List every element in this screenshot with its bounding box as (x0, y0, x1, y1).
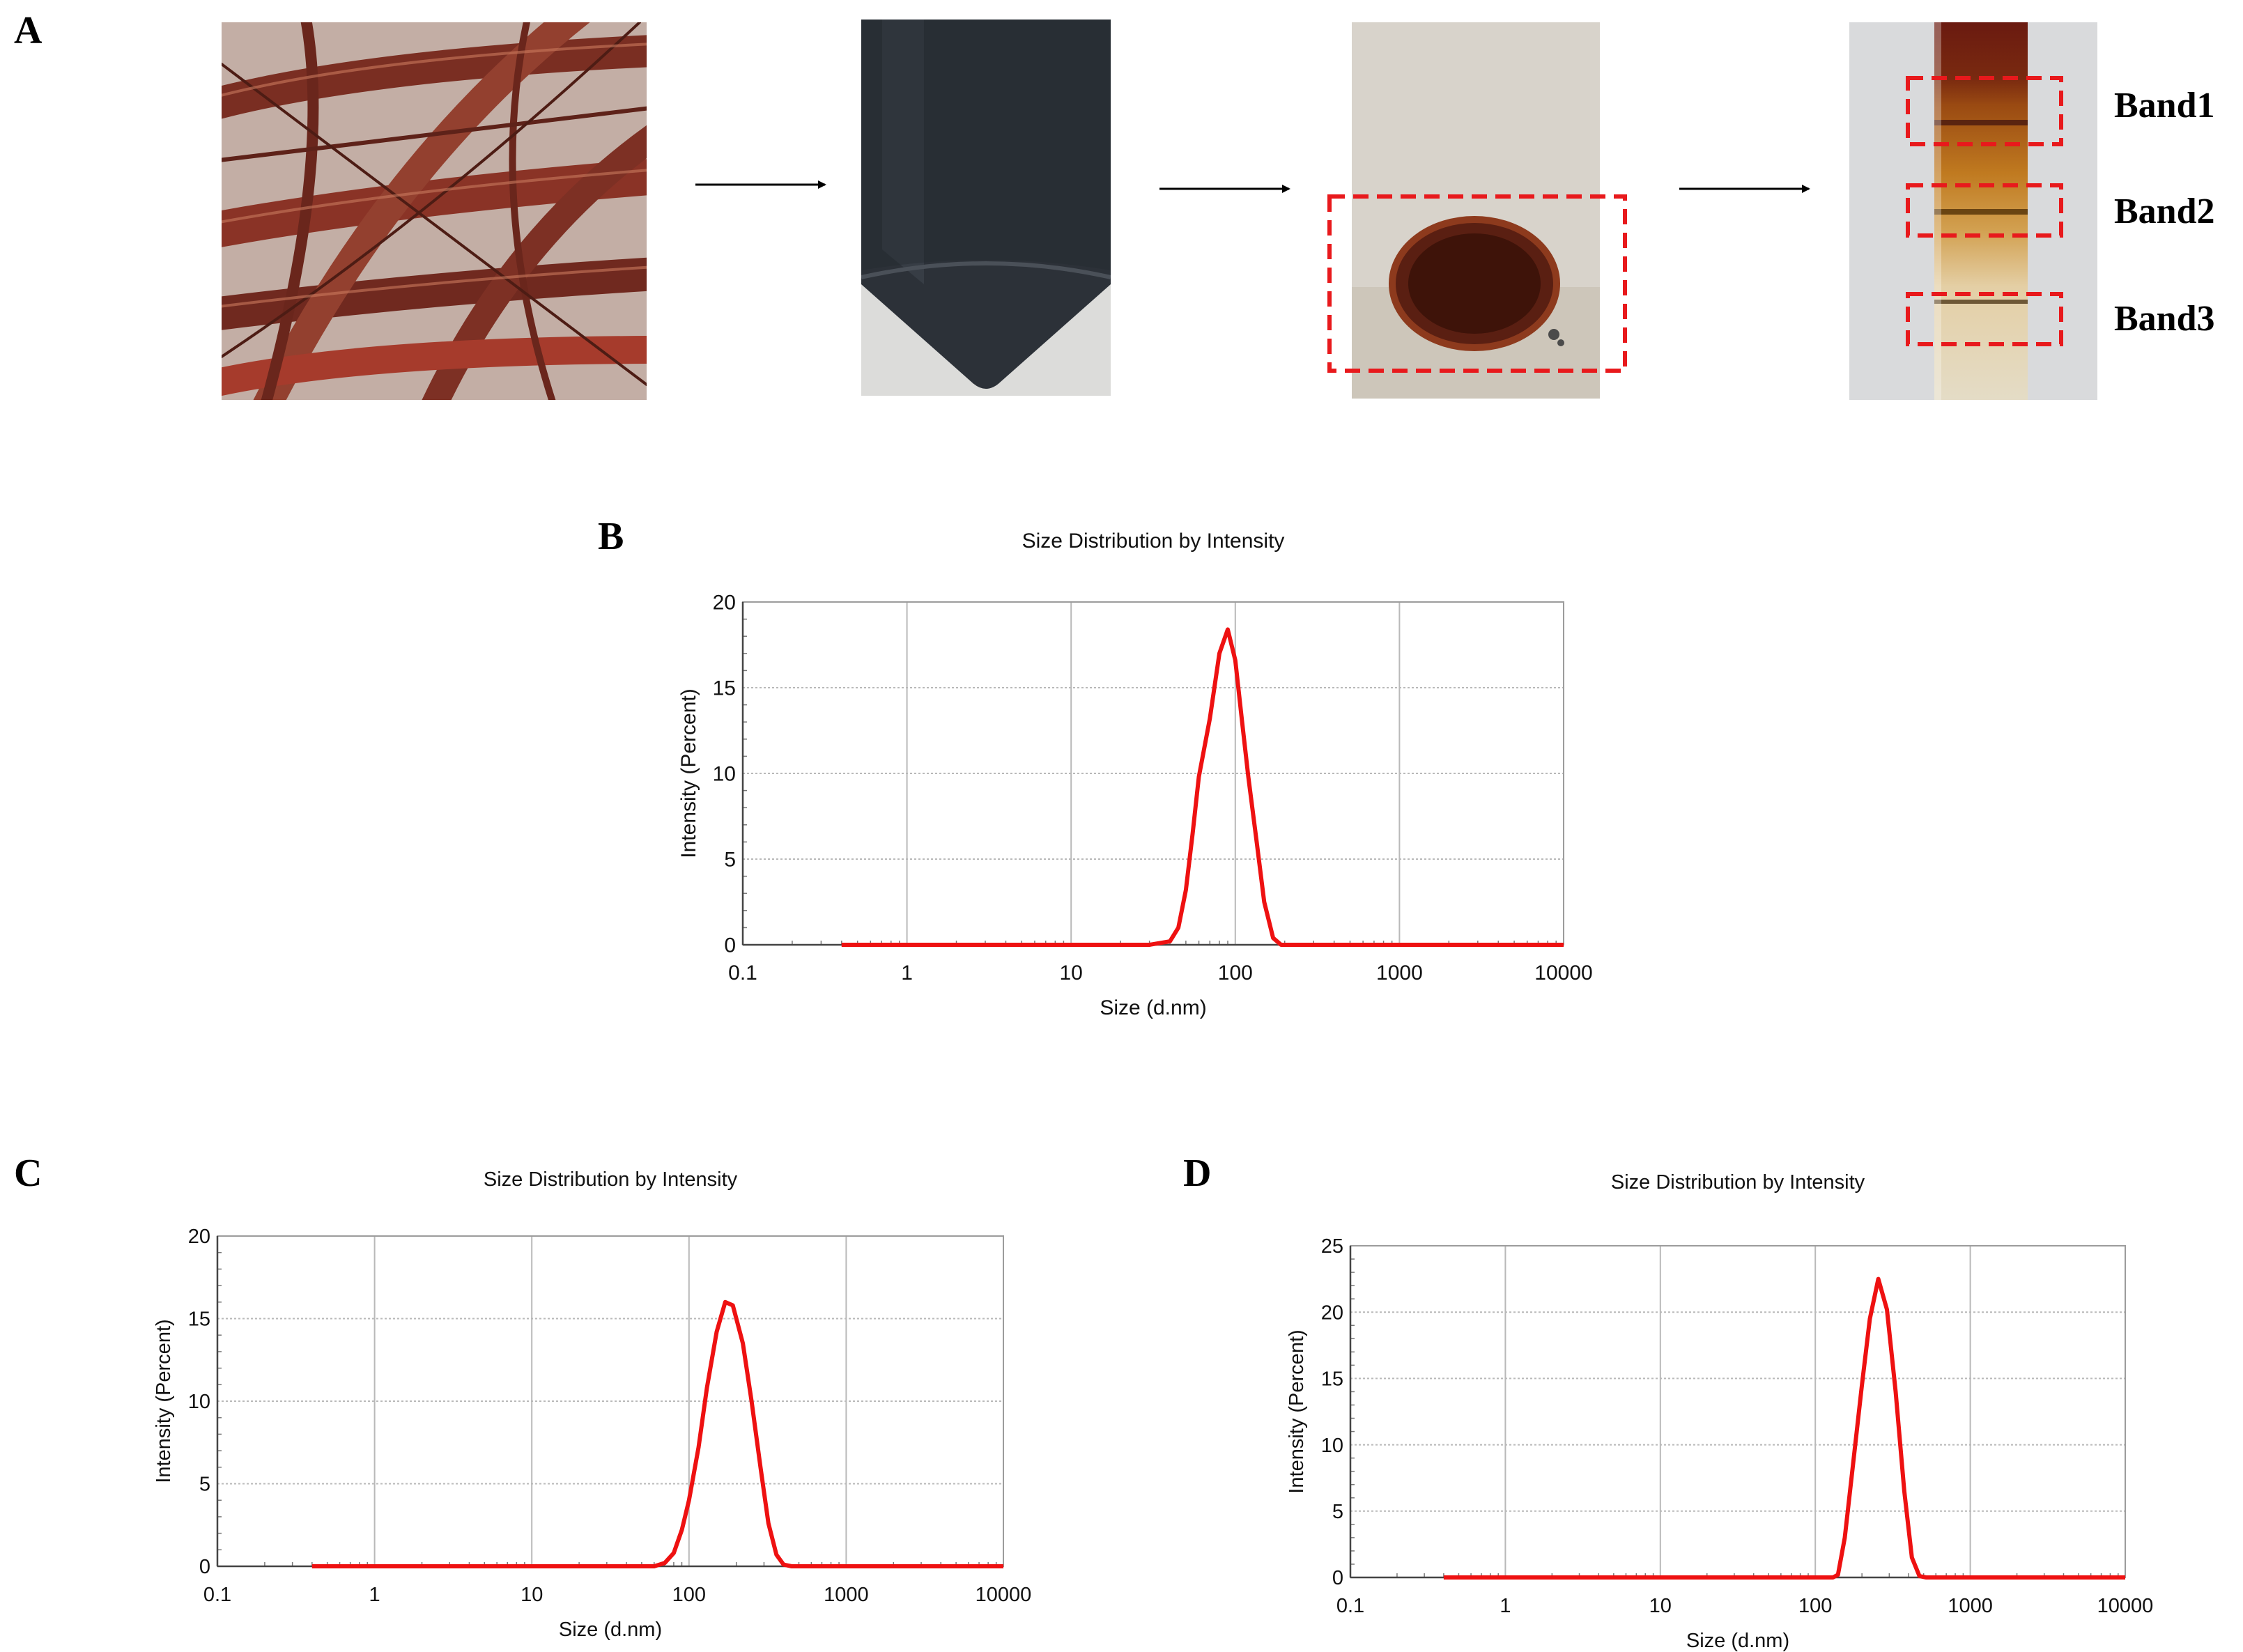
x-axis-label: Size (d.nm) (559, 1619, 662, 1641)
panel-label-c: C (14, 1152, 43, 1195)
chart-title: Size Distribution by Intensity (1611, 1171, 1865, 1194)
y-tick-label: 5 (1332, 1501, 1343, 1523)
band2-box (1906, 183, 2063, 238)
y-tick-label: 10 (188, 1391, 210, 1413)
y-tick-label: 25 (1321, 1235, 1343, 1258)
x-tick-label: 10 (1060, 962, 1083, 985)
y-axis-label: Intensity (Percent) (153, 1319, 175, 1483)
x-tick-label: 100 (1798, 1595, 1832, 1617)
chart-title: Size Distribution by Intensity (1022, 530, 1285, 553)
plot-frame (1350, 1245, 2126, 1578)
y-tick-label: 0 (724, 934, 736, 957)
y-tick-label: 0 (199, 1556, 210, 1578)
intensity-series-line (311, 1299, 1003, 1568)
y-tick-label: 5 (199, 1474, 210, 1496)
x-tick-label: 100 (672, 1584, 706, 1606)
y-tick-label: 20 (1321, 1302, 1343, 1324)
band1-label: Band1 (2114, 86, 2215, 125)
panel-label-b: B (598, 515, 624, 558)
y-tick-label: 20 (713, 592, 736, 615)
y-tick-label: 20 (188, 1226, 210, 1248)
x-axis-label: Size (d.nm) (1686, 1630, 1789, 1651)
pellet-dashed-box (1327, 194, 1627, 373)
x-tick-label: 10000 (2097, 1595, 2154, 1617)
chart-title: Size Distribution by Intensity (484, 1168, 738, 1191)
y-tick-label: 15 (713, 677, 736, 700)
x-tick-label: 0.1 (203, 1584, 231, 1606)
y-axis-label: Intensity (Percent) (1286, 1329, 1308, 1493)
x-tick-label: 10000 (976, 1584, 1032, 1606)
x-tick-label: 1000 (1376, 962, 1423, 985)
x-tick-label: 100 (1218, 962, 1253, 985)
band2-label: Band2 (2114, 192, 2215, 231)
pellet-photo (1352, 22, 1600, 399)
density-gradient-tube-photo (1849, 22, 2097, 400)
y-tick-label: 10 (1321, 1435, 1343, 1457)
x-tick-label: 10000 (1534, 962, 1592, 985)
x-tick-label: 1 (369, 1584, 380, 1606)
intensity-series-line (1443, 1276, 2125, 1580)
y-tick-label: 0 (1332, 1567, 1343, 1589)
band3-box (1906, 292, 2063, 346)
red-root-photo (222, 22, 647, 400)
panel-label-d: D (1183, 1152, 1212, 1195)
y-tick-label: 15 (1321, 1368, 1343, 1391)
y-axis-label: Intensity (Percent) (677, 688, 700, 858)
x-tick-label: 1000 (824, 1584, 869, 1606)
x-tick-label: 1000 (1948, 1595, 1993, 1617)
x-tick-label: 1 (901, 962, 913, 985)
x-tick-label: 0.1 (1336, 1595, 1364, 1617)
x-axis-label: Size (d.nm) (1100, 996, 1206, 1019)
x-tick-label: 10 (521, 1584, 543, 1606)
band3-label: Band3 (2114, 299, 2215, 339)
x-tick-label: 0.1 (728, 962, 757, 985)
y-tick-label: 10 (713, 763, 736, 786)
y-tick-label: 5 (724, 849, 736, 872)
x-tick-label: 10 (1649, 1595, 1672, 1617)
band1-box (1906, 76, 2063, 146)
process-arrows (695, 180, 1810, 193)
intensity-series-line (841, 627, 1564, 947)
centrifuge-tube-photo (861, 20, 1111, 396)
y-tick-label: 15 (188, 1309, 210, 1331)
x-tick-label: 1 (1500, 1595, 1511, 1617)
band-dashed-boxes (1906, 76, 2063, 346)
panel-label-a: A (14, 9, 43, 52)
